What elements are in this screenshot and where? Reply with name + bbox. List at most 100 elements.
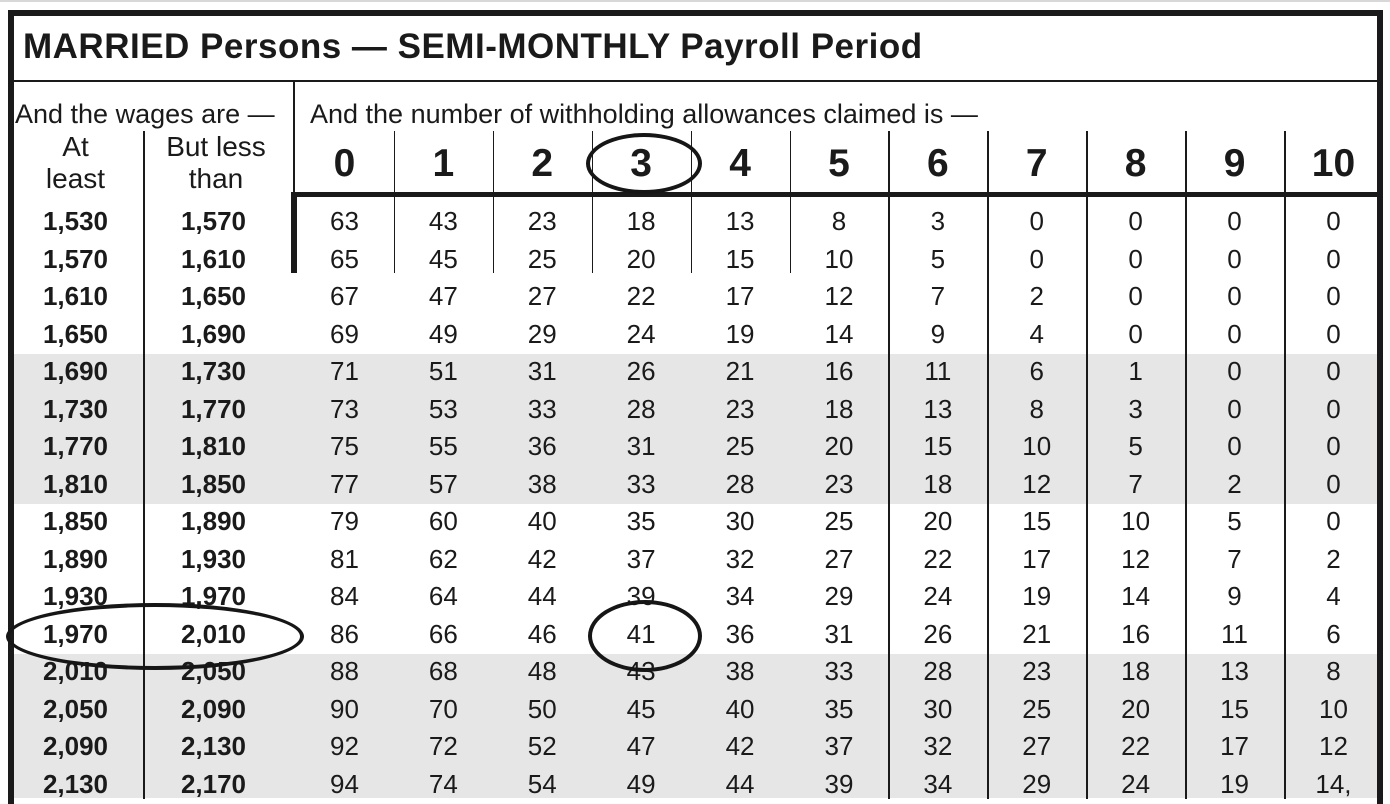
- table-row: 1,570 1,610 65 45 25 20 15 10 5 0 0 0 0: [0, 241, 1390, 279]
- withholding-value-cell: 33: [626, 468, 656, 499]
- scan-edge-strip: [0, 0, 1390, 2]
- withholding-value-cell: 19: [1220, 768, 1249, 799]
- withholding-value-cell: 0: [1227, 281, 1242, 311]
- withholding-value-cell: 77: [329, 468, 359, 499]
- withholding-value-cell: 84: [329, 581, 359, 611]
- withholding-value-cell: 10: [1022, 431, 1052, 461]
- withholding-value-cell: 50: [527, 693, 557, 724]
- withholding-value-cell: 19: [725, 318, 755, 349]
- withholding-value-cell: 12: [1318, 731, 1348, 761]
- withholding-value-cell: 7: [1227, 543, 1242, 574]
- withholding-value-cell: 0: [1326, 318, 1341, 349]
- withholding-value-cell: 62: [428, 543, 458, 574]
- withholding-value-cell: 90: [329, 693, 359, 724]
- withholding-value-cell: 2: [1326, 543, 1341, 574]
- withholding-value-cell: 45: [626, 693, 656, 724]
- withholding-value-cell: 15: [1022, 506, 1052, 536]
- withholding-value-cell: 40: [725, 693, 755, 724]
- at-least-cell: 1,530: [42, 206, 109, 236]
- withholding-value-cell: 0: [1029, 206, 1044, 236]
- withholding-value-cell: 18: [824, 393, 854, 424]
- withholding-value-cell: 3: [1128, 393, 1143, 424]
- withholding-value-cell: 7: [1128, 468, 1143, 499]
- allowance-col-header: 2: [531, 142, 554, 185]
- withholding-value-cell: 11: [924, 356, 952, 386]
- title-underline: [14, 80, 1377, 82]
- at-least-cell: 1,770: [42, 431, 109, 461]
- withholding-value-cell: 29: [1022, 768, 1052, 799]
- table-row: 1,890 1,930 81 62 42 37 32 27 22 17 12 7 2: [0, 541, 1390, 579]
- withholding-value-cell: 2: [1227, 468, 1242, 499]
- withholding-value-cell: 20: [1121, 693, 1151, 724]
- withholding-value-cell: 25: [824, 506, 854, 536]
- allowances-header-label: And the number of withholding allowances…: [310, 99, 978, 129]
- withholding-value-cell: 21: [1022, 618, 1052, 649]
- withholding-value-cell: 23: [824, 468, 854, 499]
- withholding-value-cell: 28: [923, 656, 953, 686]
- at-least-cell: 1,650: [42, 318, 109, 349]
- but-less-cell: 1,930: [180, 543, 247, 574]
- withholding-value-cell: 24: [1121, 768, 1151, 799]
- withholding-value-cell: 22: [1121, 731, 1151, 761]
- withholding-value-cell: 34: [725, 581, 755, 611]
- withholding-value-cell: 92: [329, 731, 359, 761]
- column-rule: [1284, 131, 1286, 799]
- withholding-value-cell: 25: [1022, 693, 1052, 724]
- table-row: 2,010 2,050 88 68 48 43 38 33 28 23 18 13 8: [0, 653, 1390, 691]
- withholding-value-cell: 10: [1318, 693, 1348, 724]
- withholding-value-cell: 15: [1220, 693, 1249, 724]
- withholding-value-cell: 22: [923, 543, 953, 574]
- withholding-value-cell: 42: [527, 543, 557, 574]
- page-title: MARRIED Persons — SEMI-MONTHLY Payroll P…: [23, 27, 923, 66]
- withholding-value-cell: 73: [329, 393, 359, 424]
- withholding-value-cell: 0: [1326, 506, 1341, 536]
- allowance-col-header: 6: [926, 142, 949, 185]
- withholding-value-cell: 9: [930, 318, 946, 349]
- withholding-value-cell: 44: [527, 581, 557, 611]
- withholding-value-cell: 35: [824, 693, 854, 724]
- withholding-value-cell: 38: [725, 656, 755, 686]
- withholding-value-cell: 60: [428, 506, 458, 536]
- withholding-value-cell: 81: [329, 543, 359, 574]
- at-least-column-header: At least: [8, 131, 143, 195]
- withholding-value-cell: 75: [329, 431, 359, 461]
- withholding-value-cell: 0: [1128, 318, 1143, 349]
- circle-annotation-wage-row: [6, 603, 304, 670]
- but-less-cell: 1,690: [180, 318, 247, 349]
- table-row: 1,530 1,570 63 43 23 18 13 8 3 0 0 0 0: [0, 203, 1390, 241]
- withholding-value-cell: 0: [1326, 356, 1341, 386]
- withholding-value-cell: 20: [824, 431, 854, 461]
- header-section-divider: [293, 82, 295, 192]
- withholding-value-cell: 17: [1220, 731, 1249, 761]
- column-rule: [789, 131, 791, 273]
- withholding-value-cell: 30: [725, 506, 755, 536]
- table-border-top: [8, 10, 1383, 16]
- withholding-value-cell: 13: [1220, 656, 1249, 686]
- withholding-value-cell: 31: [626, 431, 656, 461]
- withholding-value-cell: 5: [1227, 506, 1242, 536]
- shaded-row-band: [14, 653, 1377, 798]
- table-row: 1,810 1,850 77 57 38 33 28 23 18 12 7 2 0: [0, 466, 1390, 504]
- withholding-value-cell: 8: [831, 206, 847, 236]
- but-less-cell: 1,890: [180, 506, 247, 536]
- but-less-cell: 2,130: [180, 731, 247, 761]
- table-row: 1,690 1,730 71 51 31 26 21 16 11 6 1 0 0: [0, 353, 1390, 391]
- withholding-value-cell: 40: [527, 506, 557, 536]
- column-rule: [987, 131, 989, 799]
- table-row: 2,050 2,090 90 70 50 45 40 35 30 25 20 15 10: [0, 691, 1390, 729]
- withholding-value-cell: 8: [1029, 393, 1044, 424]
- withholding-value-cell: 27: [824, 543, 854, 574]
- withholding-value-cell: 31: [824, 618, 854, 649]
- withholding-value-cell: 36: [725, 618, 755, 649]
- withholding-value-cell: 51: [428, 356, 458, 386]
- circle-annotation-value-41: [588, 600, 702, 672]
- withholding-value-cell: 45: [428, 243, 458, 274]
- withholding-value-cell: 54: [527, 768, 557, 799]
- wages-header-label: And the wages are —: [15, 99, 275, 129]
- withholding-value-cell: 0: [1227, 356, 1242, 386]
- withholding-value-cell: 12: [1022, 468, 1052, 499]
- withholding-value-cell: 68: [428, 656, 458, 686]
- withholding-value-cell: 44: [725, 768, 755, 799]
- withholding-value-cell: 43: [428, 206, 458, 236]
